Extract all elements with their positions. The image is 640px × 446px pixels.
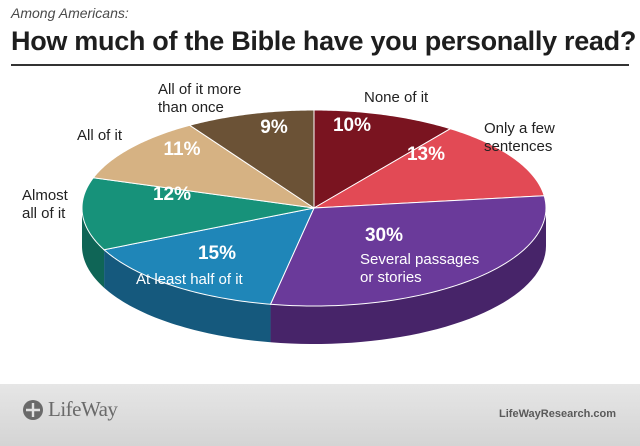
- chart-title: How much of the Bible have you personall…: [11, 26, 637, 56]
- slice-percent-5: 12%: [153, 184, 191, 205]
- slice-label-line: Almost: [22, 187, 69, 204]
- lifeway-logo: LifeWay: [22, 397, 118, 422]
- slice-label-1: None of it: [364, 89, 429, 106]
- pie-chart: 10% None of it 13% Only a few sentences 30% Se…: [22, 81, 555, 344]
- slice-label-line: None of it: [364, 89, 429, 106]
- slice-label-line: than once: [158, 99, 224, 116]
- slice-percent-2: 13%: [407, 144, 445, 165]
- pie-side-3: [270, 208, 546, 344]
- slice-label-2: Only a few sentences: [484, 120, 555, 155]
- pie-slice-1: [313, 109, 452, 209]
- footer-bar: LifeWay LifeWayResearch.com: [0, 384, 640, 446]
- pie-slice-2: [313, 128, 545, 209]
- slice-label-line: Several passages: [360, 251, 479, 268]
- slice-percent-3: 30%: [365, 225, 403, 246]
- slice-label-line: At least half of it: [136, 271, 244, 288]
- logo-wordmark: LifeWay: [48, 397, 118, 421]
- slice-percent-4: 15%: [198, 243, 236, 264]
- chart-subtitle: Among Americans:: [11, 5, 129, 21]
- pie-slices: [81, 109, 547, 307]
- slice-label-3: Several passages or stories: [360, 251, 479, 286]
- website-link[interactable]: LifeWayResearch.com: [499, 408, 616, 420]
- slice-label-line: All of it: [77, 127, 123, 144]
- slice-percent-1: 10%: [333, 115, 371, 136]
- pie-side-walls: [82, 208, 546, 344]
- pie-slice-3: [269, 195, 547, 307]
- slice-label-line: Only a few: [484, 120, 555, 137]
- pie-slice-4: [102, 207, 315, 305]
- lifeway-logo-icon: [23, 399, 43, 420]
- slice-label-5: Almost all of it: [22, 187, 69, 222]
- pie-slice-7: [188, 109, 315, 209]
- title-divider: [11, 64, 629, 66]
- pie-slice-5: [81, 177, 315, 251]
- pie-labels: 10% None of it 13% Only a few sentences 30% Se…: [22, 81, 555, 288]
- slice-label-line: or stories: [360, 269, 422, 286]
- slice-label-4: At least half of it: [136, 271, 244, 288]
- slice-percent-6: 11%: [164, 139, 201, 160]
- slice-percent-7: 9%: [260, 117, 288, 138]
- slice-label-line: all of it: [22, 205, 66, 222]
- slice-label-line: All of it more: [158, 81, 241, 98]
- pie-side-5: [82, 208, 105, 288]
- pie-slice-6: [92, 124, 315, 209]
- slice-label-6: All of it: [77, 127, 123, 144]
- slice-label-line: sentences: [484, 138, 552, 155]
- pie-side-4: [104, 249, 271, 343]
- slice-label-7: All of it more than once: [158, 81, 241, 116]
